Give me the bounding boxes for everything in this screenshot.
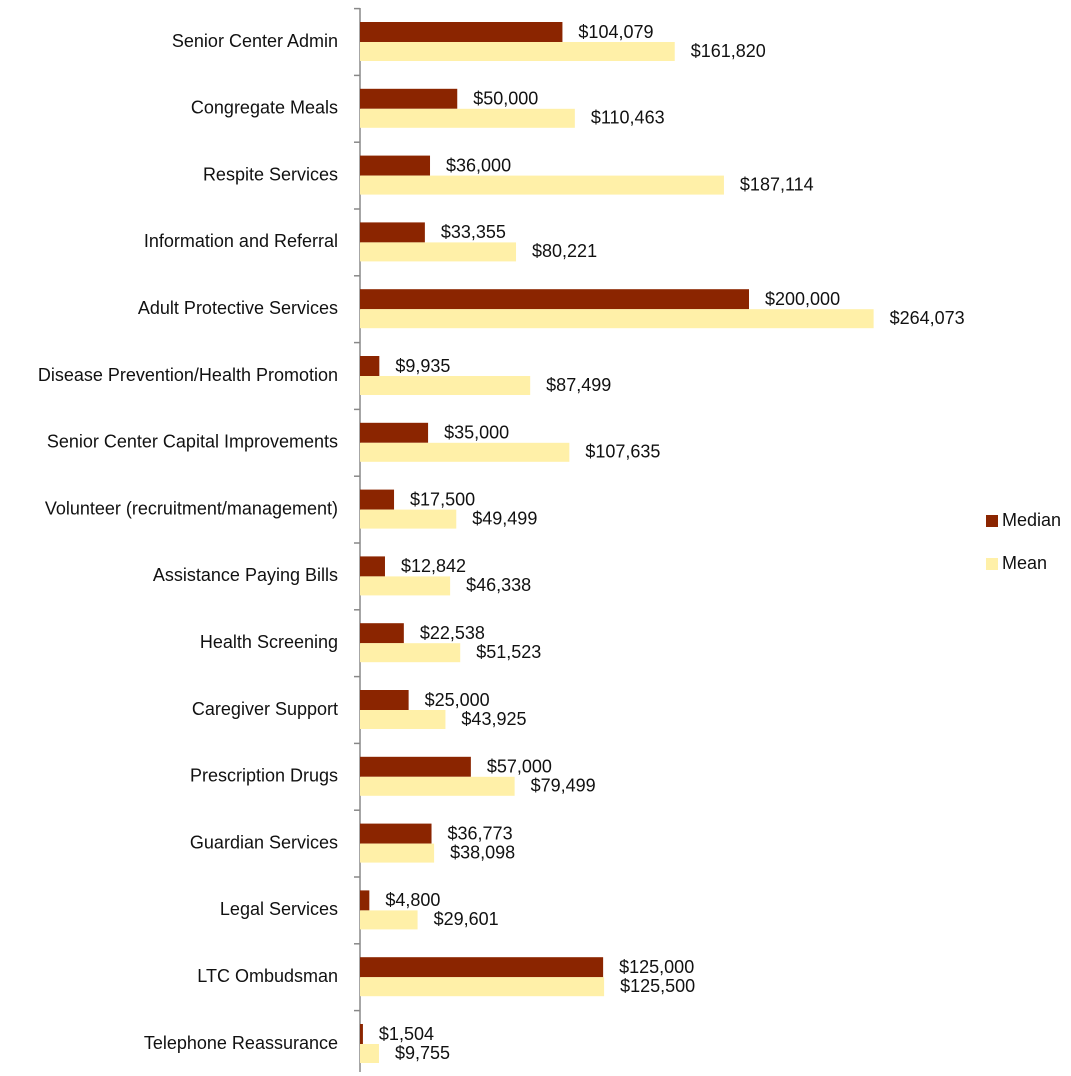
data-label: $9,935 [395,356,450,376]
data-label: $87,499 [546,375,611,395]
y-tick-label: Caregiver Support [192,699,338,719]
data-label: $46,338 [466,575,531,595]
bar [360,155,431,176]
bar [360,643,461,663]
bar [360,289,749,310]
data-label: $107,635 [585,442,660,462]
data-label: $9,755 [395,1043,450,1063]
data-label: $49,499 [472,508,537,528]
bar [360,1024,363,1044]
data-label: $50,000 [473,89,538,109]
bar [360,175,724,195]
bar [360,977,605,997]
data-label: $36,773 [448,823,513,843]
bar [360,108,575,128]
bar [360,756,471,777]
data-label: $187,114 [740,174,814,194]
data-label: $1,504 [379,1024,434,1044]
y-tick-label: Assistance Paying Bills [153,565,338,585]
bar [360,623,404,644]
bar [360,356,380,376]
legend-swatch [986,558,998,570]
bar [360,576,451,596]
y-tick-label: LTC Ombudsman [197,966,338,986]
bar [360,309,874,329]
data-label: $43,925 [461,709,526,729]
data-label: $33,355 [441,222,506,242]
y-tick-label: Telephone Reassurance [144,1033,338,1053]
legend-swatch [986,515,998,527]
y-tick-label: Disease Prevention/Health Promotion [38,365,338,385]
y-tick-label: Prescription Drugs [190,766,338,786]
data-label: $57,000 [487,757,552,777]
y-tick-label: Respite Services [203,164,338,184]
legend-label: Mean [1002,553,1047,573]
bar [360,376,531,395]
data-label: $35,000 [444,423,509,443]
bar [360,843,435,863]
y-tick-label: Adult Protective Services [138,298,338,318]
bar [360,242,517,262]
y-tick-label: Guardian Services [190,832,338,852]
data-label: $110,463 [591,108,665,128]
legend-label: Median [1002,510,1061,530]
data-label: $4,800 [385,890,440,910]
bar [360,556,385,577]
y-tick-label: Senior Center Capital Improvements [47,432,338,452]
bar [360,957,604,978]
bar [360,890,370,911]
y-tick-label: Volunteer (recruitment/management) [45,498,338,518]
y-tick-label: Senior Center Admin [172,31,338,51]
y-tick-label: Congregate Meals [191,98,338,118]
data-label: $264,073 [890,308,965,328]
bar [360,422,429,443]
bar [360,22,563,42]
y-tick-label: Health Screening [200,632,338,652]
data-label: $25,000 [425,690,490,710]
data-label: $125,500 [620,976,695,996]
bar [360,690,409,710]
data-label: $36,000 [446,155,511,175]
bar [360,88,458,109]
data-label: $79,499 [531,776,596,796]
bar [360,910,418,930]
bar [360,1044,379,1063]
data-label: $51,523 [476,642,541,662]
bar [360,42,675,61]
data-label: $80,221 [532,241,597,261]
bar [360,222,425,243]
bar [360,710,446,729]
data-label: $161,820 [691,41,766,61]
data-label: $29,601 [434,909,499,929]
data-label: $38,098 [450,842,515,862]
data-label: $125,000 [619,957,694,977]
data-label: $22,538 [420,623,485,643]
bar [360,442,570,462]
bar [360,509,457,529]
bar [360,489,395,510]
bar [360,823,432,844]
data-label: $17,500 [410,489,475,509]
y-tick-label: Legal Services [220,899,338,919]
bar [360,776,515,796]
data-label: $104,079 [578,22,653,42]
data-label: $200,000 [765,289,840,309]
y-tick-label: Information and Referral [144,231,338,251]
data-label: $12,842 [401,556,466,576]
